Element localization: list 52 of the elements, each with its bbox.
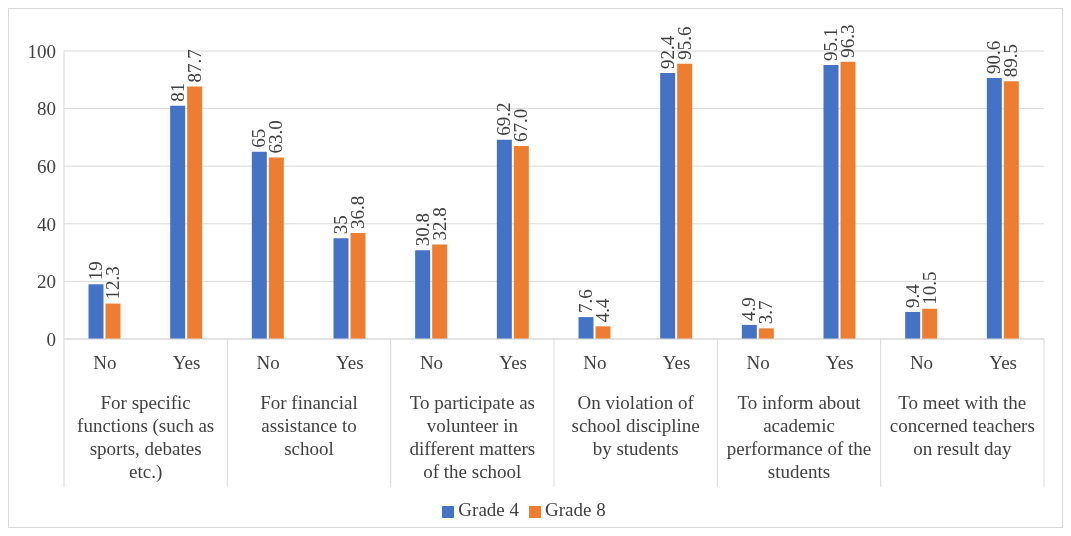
bar <box>1003 81 1019 339</box>
x-tick-label: Yes <box>499 352 527 373</box>
bar <box>741 324 757 339</box>
x-tick-label: No <box>256 352 280 373</box>
bar <box>415 250 431 339</box>
x-tick-label: Yes <box>336 352 364 373</box>
data-label: 81 <box>166 82 188 102</box>
bar <box>905 311 921 339</box>
bar <box>350 233 366 339</box>
bar <box>496 139 512 339</box>
x-tick-label: Yes <box>826 352 854 373</box>
bar <box>170 105 186 339</box>
bar <box>105 303 121 339</box>
bar <box>986 78 1002 339</box>
x-tick-label: No <box>419 352 444 373</box>
x-tick-label: No <box>746 352 770 373</box>
legend-label: Grade 8 <box>545 499 606 520</box>
text: For financial assistance to school <box>260 392 358 459</box>
bar <box>660 72 676 339</box>
x-tick-label: Yes <box>662 352 691 373</box>
bar <box>823 65 839 339</box>
bar <box>677 63 693 339</box>
bar <box>595 326 611 339</box>
bar <box>187 86 203 339</box>
y-tick-label: 0 <box>46 328 56 350</box>
text: On violation of school discipline by students <box>571 392 700 459</box>
y-tick-label: 40 <box>37 213 56 235</box>
x-tick-label: No <box>93 352 117 373</box>
x-tick-label: Yes <box>989 352 1017 373</box>
data-label: 87.7 <box>183 49 205 83</box>
text: To inform about academic performance of the students <box>726 392 872 482</box>
bar <box>922 308 938 339</box>
x-tick-label: No <box>909 352 934 373</box>
bar <box>840 61 856 339</box>
bar <box>333 238 349 339</box>
bar <box>758 328 774 339</box>
legend-label: Grade 4 <box>458 499 519 520</box>
bar <box>432 244 448 339</box>
text: To participate as volunteer in different matters of the school <box>409 392 536 482</box>
y-tick-label: 100 <box>27 40 56 62</box>
x-tick-label: No <box>583 352 607 373</box>
text: For specific functions (such as sports, debates etc.) <box>77 392 215 483</box>
bar <box>251 151 267 339</box>
y-tick-label: 20 <box>37 271 56 293</box>
bar <box>578 317 594 339</box>
text: To meet with the concerned teachers on result day <box>889 392 1035 459</box>
x-tick-label: Yes <box>172 352 201 373</box>
bar <box>88 284 104 339</box>
y-tick-label: 60 <box>37 155 56 177</box>
bar <box>268 157 284 339</box>
y-tick-label: 80 <box>37 98 56 120</box>
bar <box>513 146 529 339</box>
